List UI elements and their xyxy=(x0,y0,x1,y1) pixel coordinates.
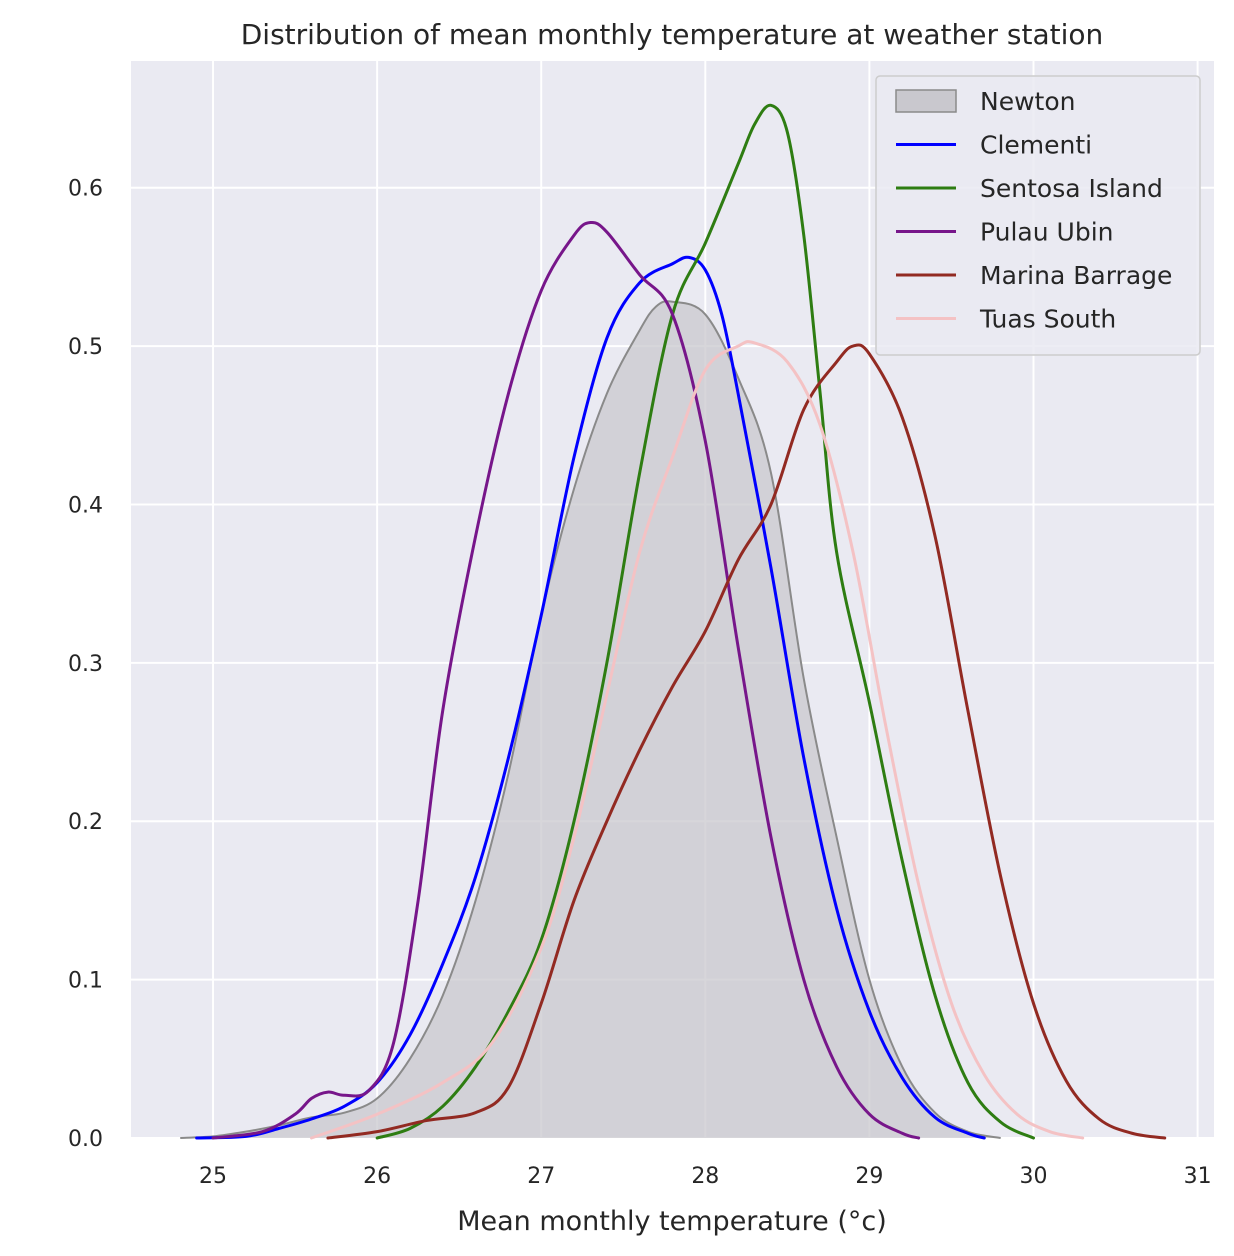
x-tick-label: 30 xyxy=(1020,1164,1048,1189)
x-tick-label: 31 xyxy=(1184,1164,1212,1189)
series-area-newton xyxy=(180,301,1001,1138)
legend-label-marina-barrage: Marina Barrage xyxy=(980,261,1172,290)
legend-label-sentosa-island: Sentosa Island xyxy=(980,174,1163,203)
x-tick-label: 25 xyxy=(199,1164,227,1189)
legend: Newton Clementi Sentosa Island Pulau Ubin Ma… xyxy=(875,75,1201,356)
series-layer xyxy=(180,103,1167,1140)
series-line-sentosa-island xyxy=(375,103,1035,1140)
legend-box xyxy=(875,75,1201,356)
y-tick-label: 0.0 xyxy=(68,1127,103,1152)
y-tick-label: 0.5 xyxy=(68,335,103,360)
x-tick-label: 26 xyxy=(363,1164,391,1189)
y-tick-label: 0.2 xyxy=(68,810,103,835)
x-axis-label: Mean monthly temperature (°c) xyxy=(457,1206,887,1237)
legend-label-tuas-south: Tuas South xyxy=(979,305,1116,334)
y-tick-label: 0.6 xyxy=(68,177,103,202)
series-line-tuas-south xyxy=(310,340,1085,1140)
y-tick-label: 0.1 xyxy=(68,969,103,994)
legend-label-newton: Newton xyxy=(980,87,1075,116)
series-line-pulau-ubin xyxy=(211,220,921,1140)
x-tick-label: 28 xyxy=(691,1164,719,1189)
tick-labels: 25 26 27 28 29 30 31 0.0 0.1 0.2 0.3 0.4 0.5 0.6 xyxy=(68,177,1212,1189)
series-line-marina-barrage xyxy=(326,343,1167,1140)
legend-swatch-newton xyxy=(895,89,957,113)
series-line-newton xyxy=(180,300,1001,1139)
y-tick-label: 0.4 xyxy=(68,493,103,518)
x-tick-label: 29 xyxy=(855,1164,883,1189)
legend-label-pulau-ubin: Pulau Ubin xyxy=(980,218,1114,247)
legend-label-clementi: Clementi xyxy=(980,131,1092,160)
chart-title: Distribution of mean monthly temperature… xyxy=(241,18,1104,51)
x-tick-label: 27 xyxy=(527,1164,555,1189)
y-tick-label: 0.3 xyxy=(68,652,103,677)
